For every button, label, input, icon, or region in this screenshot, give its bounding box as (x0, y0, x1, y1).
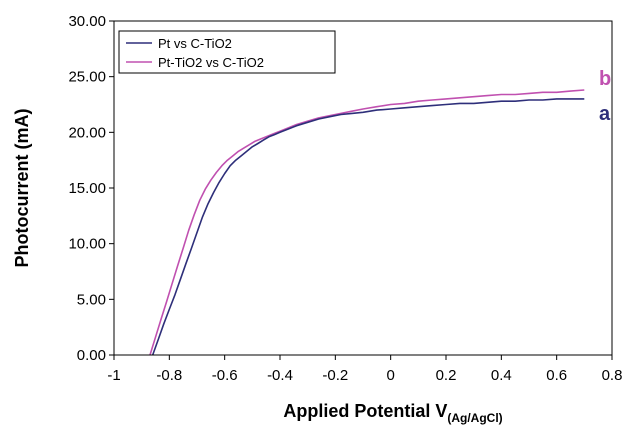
x-tick-label: 0.2 (436, 367, 457, 384)
legend-box (118, 30, 336, 74)
x-tick-label: -0.2 (322, 367, 348, 384)
y-axis-ticks: 0.00 5.00 10.00 15.00 20.00 25.00 30.00 (68, 13, 114, 364)
x-tick-label: -0.6 (212, 367, 238, 384)
x-tick-label: -0.8 (156, 367, 182, 384)
plot-area-frame (113, 20, 613, 356)
legend: Pt vs C-TiO2 Pt-TiO2 vs C-TiO2 (118, 30, 336, 74)
curve-label-a: a (599, 103, 611, 125)
x-tick-label: 0 (386, 367, 394, 384)
series-line-a (151, 98, 585, 356)
y-axis-title: Photocurrent (mA) (12, 109, 32, 268)
x-tick-label: 0.8 (602, 367, 623, 384)
y-tick-label: 30.00 (68, 13, 106, 30)
x-axis-ticks: -1 -0.8 -0.6 -0.4 -0.2 0 0.2 0.4 0.6 0.8 (107, 355, 622, 384)
y-tick-label: 15.00 (68, 180, 106, 197)
x-tick-label: 0.4 (491, 367, 512, 384)
y-tick-label: 5.00 (77, 291, 106, 308)
x-tick-label: 0.6 (546, 367, 567, 384)
legend-entry-pt-tio2-vs-c-tio2: Pt-TiO2 vs C-TiO2 (158, 55, 264, 70)
y-tick-label: 0.00 (77, 347, 106, 364)
x-axis-title-main: Applied Potential V (283, 401, 447, 421)
y-tick-label: 10.00 (68, 236, 106, 253)
x-tick-label: -0.4 (267, 367, 293, 384)
x-tick-label: -1 (107, 367, 120, 384)
x-axis-title: Applied Potential V(Ag/AgCl) (283, 401, 502, 425)
legend-entry-pt-vs-c-tio2: Pt vs C-TiO2 (158, 36, 232, 51)
y-tick-label: 25.00 (68, 69, 106, 86)
curve-label-b: b (599, 68, 611, 90)
series-line-b (149, 89, 585, 356)
series-layer (149, 89, 585, 356)
y-tick-label: 20.00 (68, 124, 106, 141)
x-axis-title-subscript: (Ag/AgCl) (447, 411, 502, 425)
